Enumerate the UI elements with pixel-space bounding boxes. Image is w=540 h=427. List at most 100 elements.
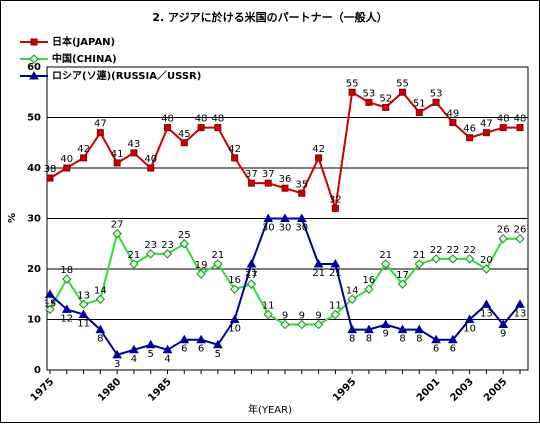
point xyxy=(180,139,188,147)
data-label: 48 xyxy=(195,114,208,125)
point xyxy=(247,179,255,187)
point xyxy=(515,233,525,244)
point xyxy=(448,254,458,264)
point xyxy=(498,233,508,244)
data-label: 21 xyxy=(379,250,392,261)
data-label: 6 xyxy=(181,344,187,355)
data-label: 48 xyxy=(514,114,527,125)
y-tick-label: 50 xyxy=(27,113,41,124)
data-label: 9 xyxy=(383,329,389,340)
point xyxy=(212,339,223,349)
point xyxy=(447,334,458,344)
point xyxy=(264,179,272,187)
data-label: 8 xyxy=(416,334,422,345)
data-label: 42 xyxy=(312,144,325,155)
data-label: 14 xyxy=(346,285,359,296)
data-label: 12 xyxy=(60,313,73,324)
data-label: 53 xyxy=(430,88,443,99)
data-label: 45 xyxy=(178,129,191,140)
point xyxy=(466,134,474,142)
data-label: 21 xyxy=(245,268,258,279)
point xyxy=(246,258,257,268)
data-label: 8 xyxy=(97,334,103,345)
point xyxy=(130,149,138,157)
data-label: 9 xyxy=(500,329,506,340)
data-label: 47 xyxy=(480,119,493,130)
data-label: 20 xyxy=(480,255,493,266)
data-label: 26 xyxy=(497,225,510,236)
point xyxy=(481,264,492,274)
point xyxy=(162,344,173,354)
legend-label: 中国(CHINA) xyxy=(52,52,117,65)
data-label: 10 xyxy=(228,324,241,335)
y-tick-label: 20 xyxy=(27,264,41,275)
data-label: 30 xyxy=(295,223,308,234)
data-label: 6 xyxy=(433,344,439,355)
point xyxy=(145,339,156,349)
data-label: 13 xyxy=(77,290,90,301)
data-label: 9 xyxy=(315,311,321,322)
y-axis-label: % xyxy=(7,213,18,223)
y-tick-label: 10 xyxy=(27,315,41,326)
point xyxy=(78,299,89,310)
data-label: 43 xyxy=(128,139,141,150)
legend-marker xyxy=(29,70,39,80)
point xyxy=(95,324,106,334)
point xyxy=(164,124,171,132)
data-label: 21 xyxy=(413,250,426,261)
point xyxy=(129,259,139,269)
data-label: 27 xyxy=(111,220,124,231)
point xyxy=(498,319,509,329)
data-label: 48 xyxy=(497,114,510,125)
point xyxy=(45,304,55,315)
data-label: 11 xyxy=(77,318,90,329)
data-label: 40 xyxy=(60,154,73,165)
data-label: 26 xyxy=(514,225,527,236)
data-label: 14 xyxy=(94,285,107,296)
data-label: 49 xyxy=(446,109,459,120)
point xyxy=(414,259,424,269)
point xyxy=(482,129,490,137)
data-label: 11 xyxy=(329,300,342,311)
point xyxy=(112,349,123,359)
data-label: 13 xyxy=(480,308,493,319)
data-label: 53 xyxy=(363,88,376,99)
point xyxy=(331,204,339,212)
data-label: 22 xyxy=(430,245,443,256)
data-label: 40 xyxy=(144,154,157,165)
data-label: 48 xyxy=(211,114,224,125)
point xyxy=(61,304,72,313)
legend-marker xyxy=(30,38,38,46)
data-label: 6 xyxy=(450,344,456,355)
data-label: 3 xyxy=(114,359,120,370)
point xyxy=(162,249,173,259)
data-label: 55 xyxy=(396,78,409,89)
data-label: 9 xyxy=(299,311,305,322)
point xyxy=(298,189,306,197)
data-label: 8 xyxy=(366,334,372,345)
data-label: 21 xyxy=(329,268,342,279)
point xyxy=(112,228,122,239)
data-label: 21 xyxy=(128,250,141,261)
point xyxy=(281,184,289,192)
data-label: 15 xyxy=(44,298,57,309)
point xyxy=(381,259,391,269)
data-label: 32 xyxy=(329,194,342,205)
data-label: 23 xyxy=(161,240,174,251)
legend-label: ロシア(ソ連)(RUSSIA／USSR) xyxy=(52,69,201,82)
point xyxy=(214,124,222,132)
data-label: 18 xyxy=(60,265,73,276)
point xyxy=(315,154,323,162)
data-label: 21 xyxy=(211,250,224,261)
data-label: 5 xyxy=(148,349,154,360)
data-label: 35 xyxy=(295,179,308,190)
data-label: 10 xyxy=(463,324,476,335)
data-label: 23 xyxy=(144,240,157,251)
data-label: 21 xyxy=(312,268,325,279)
point xyxy=(129,344,139,354)
point xyxy=(516,124,524,132)
point xyxy=(179,239,189,249)
point xyxy=(432,98,440,106)
data-label: 9 xyxy=(282,311,288,322)
data-label: 25 xyxy=(178,230,191,241)
